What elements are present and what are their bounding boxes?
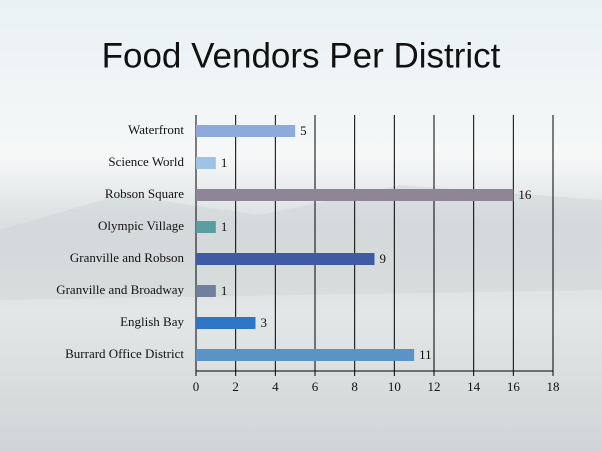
x-tick-label: 0 bbox=[193, 379, 200, 394]
y-tick-label: Granville and Broadway bbox=[56, 282, 184, 297]
x-tick-label: 2 bbox=[232, 379, 239, 394]
x-tick-label: 14 bbox=[467, 379, 481, 394]
y-tick-label: Burrard Office District bbox=[65, 346, 184, 361]
chart-title: Food Vendors Per District bbox=[102, 36, 501, 75]
y-tick-label: English Bay bbox=[120, 314, 184, 329]
data-label: 1 bbox=[221, 283, 228, 298]
x-tick-label: 8 bbox=[351, 379, 358, 394]
x-tick-label: 10 bbox=[388, 379, 401, 394]
y-tick-label: Granville and Robson bbox=[70, 250, 185, 265]
x-tick-label: 18 bbox=[547, 379, 560, 394]
background-shape bbox=[0, 185, 602, 300]
x-tick-label: 12 bbox=[428, 379, 441, 394]
y-tick-label: Waterfront bbox=[128, 122, 184, 137]
y-tick-label: Olympic Village bbox=[98, 218, 184, 233]
y-tick-label: Science World bbox=[108, 154, 184, 169]
data-label: 5 bbox=[300, 123, 307, 138]
bar bbox=[196, 125, 296, 137]
bar bbox=[196, 349, 415, 361]
data-label: 3 bbox=[261, 315, 268, 330]
data-label: 9 bbox=[380, 251, 387, 266]
data-label: 11 bbox=[419, 347, 432, 362]
x-tick-label: 16 bbox=[507, 379, 521, 394]
data-label: 1 bbox=[221, 155, 228, 170]
bar bbox=[196, 253, 375, 265]
bar bbox=[196, 189, 514, 201]
x-tick-label: 6 bbox=[312, 379, 319, 394]
y-tick-label: Robson Square bbox=[105, 186, 184, 201]
bar bbox=[196, 157, 216, 169]
x-tick-label: 4 bbox=[272, 379, 279, 394]
bar bbox=[196, 221, 216, 233]
bar bbox=[196, 317, 256, 329]
data-label: 16 bbox=[518, 187, 532, 202]
bar bbox=[196, 285, 216, 297]
data-label: 1 bbox=[221, 219, 228, 234]
